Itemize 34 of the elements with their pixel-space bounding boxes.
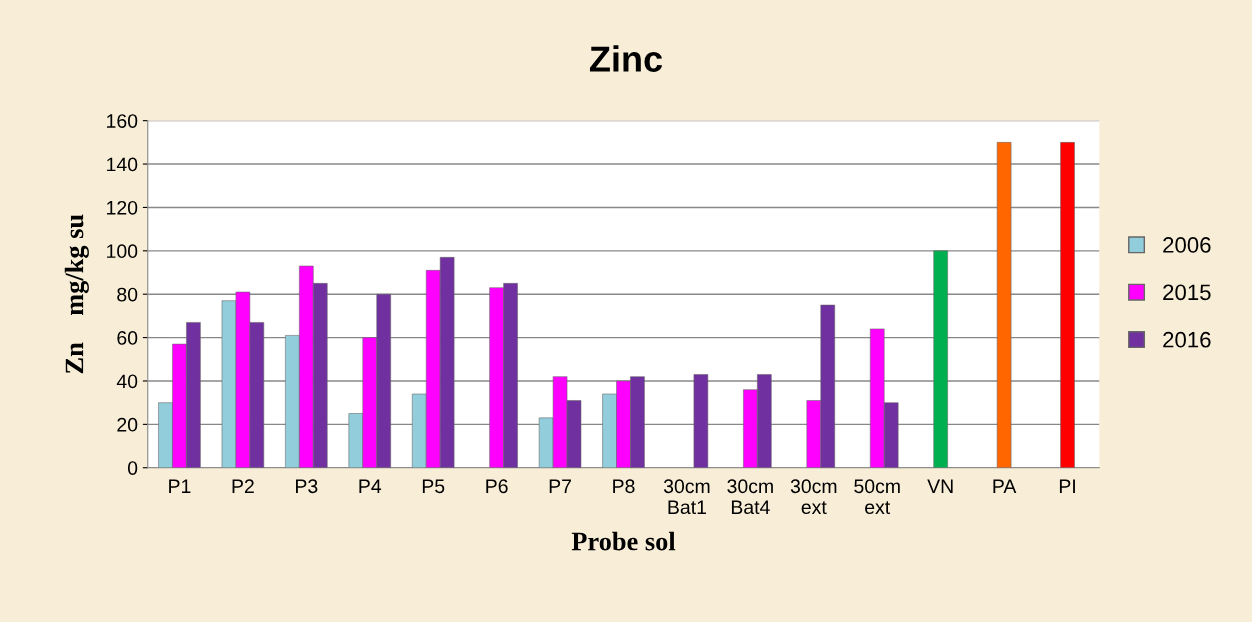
bar bbox=[693, 374, 709, 468]
y-tick-label: 60 bbox=[117, 331, 138, 345]
legend-label: 2016 bbox=[1163, 331, 1211, 348]
bar bbox=[933, 250, 948, 468]
x-tick-label: 30cm Bat1 bbox=[663, 479, 710, 515]
x-tick-label: P2 bbox=[232, 479, 254, 493]
x-tick-label: 50cm ext bbox=[854, 479, 900, 515]
y-axis-title: Zn mg/kg su bbox=[64, 214, 89, 374]
y-tick-label: 80 bbox=[117, 287, 138, 302]
x-tick-label: P3 bbox=[296, 479, 318, 494]
x-tick-label: P8 bbox=[613, 479, 635, 494]
x-tick-label: 30cm ext bbox=[790, 479, 837, 515]
bar bbox=[1060, 142, 1075, 468]
x-tick-label: PI bbox=[1059, 479, 1075, 493]
x-tick-label: P1 bbox=[169, 479, 191, 493]
chart-title: Zinc bbox=[589, 45, 663, 72]
y-tick-label: 140 bbox=[107, 157, 138, 172]
x-tick-label: P7 bbox=[549, 479, 571, 493]
x-axis-title: Probe sol bbox=[571, 531, 676, 551]
y-tick-label: 0 bbox=[127, 461, 138, 475]
x-tick-label: P4 bbox=[359, 479, 382, 493]
legend-label: 2015 bbox=[1163, 284, 1211, 301]
y-tick-label: 40 bbox=[116, 374, 138, 389]
x-tick-label: P5 bbox=[422, 479, 445, 494]
y-tick-label: 120 bbox=[107, 200, 138, 215]
x-tick-label: PA bbox=[993, 479, 1017, 493]
y-tick-label: 20 bbox=[117, 417, 138, 432]
x-tick-label: P6 bbox=[486, 479, 508, 494]
y-tick-label: 100 bbox=[107, 244, 138, 259]
x-tick-label: 30cm Bat4 bbox=[727, 479, 773, 515]
y-tick-label: 160 bbox=[107, 114, 138, 128]
bar bbox=[996, 142, 1012, 468]
legend-label: 2006 bbox=[1163, 237, 1211, 253]
x-tick-label: VN bbox=[927, 479, 953, 493]
